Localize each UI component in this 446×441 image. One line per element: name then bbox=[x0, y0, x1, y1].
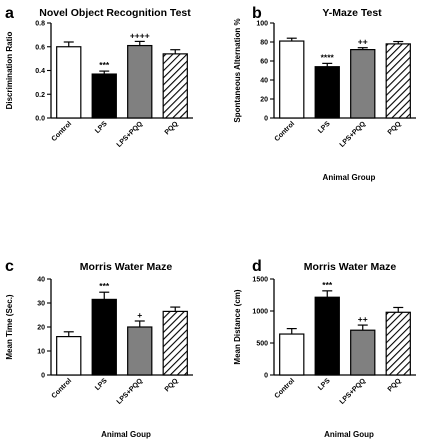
significance-label: *** bbox=[322, 280, 333, 290]
bar-lps bbox=[91, 73, 117, 119]
significance-label: **** bbox=[321, 52, 335, 62]
panel-label: b bbox=[252, 5, 262, 22]
y-tick-label: 500 bbox=[256, 341, 268, 348]
significance-label: ++++ bbox=[130, 30, 150, 40]
panel-a: a Novel Object Recognition Test 0.0 0.2 0.4 0… bbox=[5, 5, 193, 149]
x-axis-label: Animal Goup bbox=[324, 430, 374, 439]
significance-label: ++ bbox=[358, 314, 368, 324]
significance-label: + bbox=[137, 310, 142, 320]
x-tick-label: Control bbox=[274, 120, 297, 143]
bar-pqq bbox=[162, 53, 188, 119]
x-tick-label: Control bbox=[51, 120, 74, 143]
bar-pqq bbox=[162, 310, 188, 376]
y-tick-label: 0.8 bbox=[35, 21, 45, 28]
x-axis-label: Animal Group bbox=[323, 173, 376, 182]
x-tick-label: LPS bbox=[94, 120, 109, 135]
x-tick-label: PQQ bbox=[387, 377, 403, 393]
panel-label: a bbox=[5, 5, 14, 22]
x-tick-label: Control bbox=[51, 377, 74, 400]
y-tick-label: 10 bbox=[37, 349, 45, 356]
y-tick-label: 20 bbox=[260, 97, 268, 104]
bar-control bbox=[279, 333, 305, 376]
y-tick-label: 0 bbox=[41, 373, 45, 380]
y-tick-label: 0.4 bbox=[35, 68, 45, 75]
bar-lps-pqq bbox=[350, 329, 376, 376]
bar-lps bbox=[314, 296, 340, 376]
bar-lps-pqq bbox=[127, 326, 153, 376]
x-tick-label: PQQ bbox=[164, 120, 180, 136]
bar-control bbox=[56, 336, 82, 376]
bar-lps-pqq bbox=[127, 44, 153, 119]
bar-pqq bbox=[385, 311, 411, 376]
chart-title: Y-Maze Test bbox=[322, 7, 382, 19]
x-tick-label: Control bbox=[274, 377, 297, 400]
y-tick-label: 100 bbox=[256, 21, 268, 28]
x-tick-label: LPS+PQQ bbox=[116, 120, 145, 149]
bar-lps bbox=[314, 66, 340, 119]
x-tick-label: LPS bbox=[317, 120, 332, 135]
x-tick-label: LPS+PQQ bbox=[116, 377, 145, 406]
y-axis-label: Mean Distance (cm) bbox=[233, 289, 242, 364]
y-tick-label: 60 bbox=[260, 59, 268, 66]
bar-control bbox=[56, 46, 82, 119]
y-axis-label: Spontaneous Alternation % bbox=[233, 18, 242, 122]
x-tick-label: LPS+PQQ bbox=[339, 120, 368, 149]
y-tick-label: 1500 bbox=[252, 277, 268, 284]
x-tick-label: LPS+PQQ bbox=[339, 377, 368, 406]
y-tick-label: 0.0 bbox=[35, 116, 45, 123]
panel-label: c bbox=[5, 258, 14, 275]
x-tick-label: LPS bbox=[94, 377, 109, 392]
y-tick-label: 0 bbox=[264, 116, 268, 123]
panel-label: d bbox=[252, 258, 262, 275]
x-tick-label: PQQ bbox=[164, 377, 180, 393]
significance-label: ++ bbox=[358, 37, 368, 47]
bar-control bbox=[279, 40, 305, 119]
y-tick-label: 40 bbox=[260, 78, 268, 85]
bar-lps bbox=[91, 298, 117, 376]
significance-label: *** bbox=[99, 281, 110, 291]
x-tick-label: LPS bbox=[317, 377, 332, 392]
panel-c: c Morris Water Maze 0 10 20 30 40 Mean Time (Se… bbox=[5, 258, 193, 439]
chart-title: Novel Object Recognition Test bbox=[39, 7, 191, 19]
y-tick-label: 1000 bbox=[252, 309, 268, 316]
y-tick-label: 20 bbox=[37, 325, 45, 332]
y-tick-label: 0.2 bbox=[35, 92, 45, 99]
y-tick-label: 40 bbox=[37, 277, 45, 284]
x-axis-label: Animal Goup bbox=[101, 430, 151, 439]
panel-d: d Morris Water Maze 0 500 1000 1500 Mean Dista… bbox=[233, 258, 416, 439]
bar-lps-pqq bbox=[350, 48, 376, 119]
y-tick-label: 0.6 bbox=[35, 44, 45, 51]
significance-label: *** bbox=[99, 60, 110, 70]
chart-title: Morris Water Maze bbox=[80, 261, 173, 273]
y-tick-label: 30 bbox=[37, 301, 45, 308]
panel-b: b Y-Maze Test 0 20 40 60 80 100 Spontaneous Alte… bbox=[233, 5, 416, 182]
y-tick-label: 80 bbox=[260, 40, 268, 47]
x-tick-label: PQQ bbox=[387, 120, 403, 136]
y-axis-label: Discrimination Ratio bbox=[5, 31, 14, 109]
y-axis-label: Mean Time (Sec.) bbox=[5, 294, 14, 360]
y-tick-label: 0 bbox=[264, 373, 268, 380]
chart-title: Morris Water Maze bbox=[304, 261, 397, 273]
bar-pqq bbox=[385, 43, 411, 119]
